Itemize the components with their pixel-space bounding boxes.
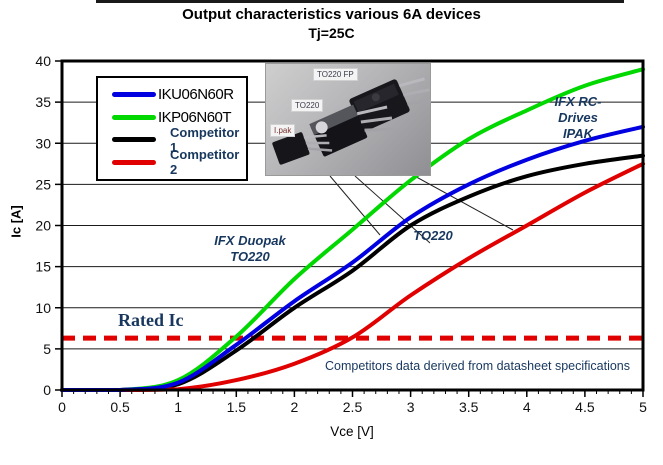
legend-item-competitor-1: Competitor 1 (112, 125, 246, 155)
to220fp-package-icon (349, 77, 435, 132)
x-tick-label: 0 (58, 399, 66, 415)
x-tick-label: 4.5 (575, 399, 595, 415)
chart-title-block: Output characteristics various 6A device… (0, 6, 663, 41)
y-tick-label: 30 (35, 135, 51, 151)
chart-subtitle: Tj=25C (308, 25, 355, 41)
legend-label: Competitor 1 (170, 124, 240, 155)
annotation-text: TO220 (230, 249, 270, 264)
top-edge-bar (96, 0, 624, 3)
legend-item-iku06n60r: IKU06N60R (112, 85, 246, 105)
annotation-text: IFX Duopak (214, 233, 286, 248)
photo-label-to220fp: TO220 FP (313, 68, 358, 81)
series-line-iku06n60r (60, 124, 645, 392)
y-tick-label: 0 (43, 382, 51, 398)
annotation-to220: TO220 (398, 228, 468, 244)
annotation-text: IPAK (562, 126, 594, 141)
package-photo-graphic (272, 77, 435, 165)
x-tick-label: 1.5 (227, 399, 247, 415)
series-line-competitor-2 (60, 161, 645, 392)
legend-box: IKU06N60R IKP06N60T Competitor 1 Competi… (96, 76, 248, 181)
y-axis-label: Ic [A] (8, 205, 24, 238)
legend-label: IKU06N60R (158, 86, 234, 104)
y-tick-label: 40 (35, 53, 51, 69)
footnote-text: Competitors data derived from datasheet … (324, 359, 631, 373)
legend-item-competitor-2: Competitor 2 (112, 147, 246, 177)
x-tick-label: 1 (174, 399, 182, 415)
photo-label-ipak: I.pak (270, 124, 296, 137)
legend-label: IKP06N60T (158, 108, 232, 126)
legend-swatch-red (112, 159, 156, 165)
legend-label: Competitor 2 (170, 147, 240, 178)
legend-item-ikp06n60t: IKP06N60T (112, 107, 246, 127)
series-line-competitor-1 (60, 153, 645, 392)
y-tick-label: 5 (43, 341, 51, 357)
x-tick-label: 2 (291, 399, 299, 415)
legend-swatch-blue (112, 92, 156, 98)
photo-pointer-line (329, 175, 381, 236)
x-tick-label: 5 (639, 399, 647, 415)
y-tick-label: 10 (35, 300, 51, 316)
photo-pointer-line (354, 175, 431, 244)
ipak-package-icon (272, 132, 333, 165)
x-tick-label: 2.5 (343, 399, 363, 415)
y-tick-label: 15 (35, 259, 51, 275)
y-tick-label: 35 (35, 94, 51, 110)
y-tick-label: 20 (35, 218, 51, 234)
annotation-text: IFX RC- (554, 94, 602, 109)
x-tick-label: 4 (523, 399, 531, 415)
annotation-text: TO220 (413, 228, 453, 243)
package-photo-inset: TO220 FP TO220 I.pak (265, 63, 435, 176)
x-axis-label: Vce [V] (330, 424, 374, 439)
y-tick-label: 25 (35, 176, 51, 192)
legend-swatch-green (112, 114, 156, 120)
rated-ic-label: Rated Ic (118, 310, 184, 330)
x-tick-label: 0.5 (110, 399, 130, 415)
x-tick-label: 3.5 (459, 399, 479, 415)
legend-swatch-black (112, 137, 156, 143)
x-tick-label: 3 (407, 399, 415, 415)
photo-label-to220: TO220 (291, 99, 324, 112)
chart-title: Output characteristics various 6A device… (182, 6, 481, 23)
annotation-ifx-duopak: IFX Duopak TO220 (180, 233, 320, 265)
annotation-text: Drives (558, 110, 598, 125)
annotation-ifx-rc-drives-ipak: IFX RC- Drives IPAK (528, 94, 628, 142)
photo-pointer-line (399, 167, 514, 231)
